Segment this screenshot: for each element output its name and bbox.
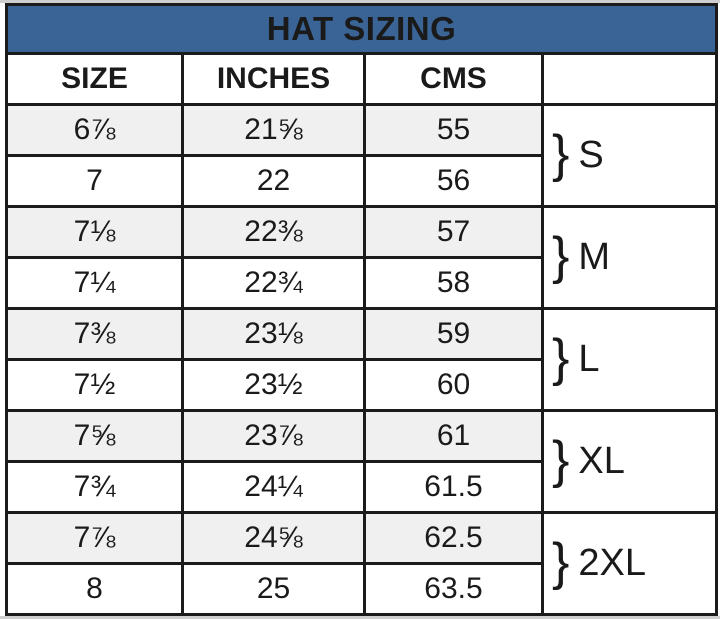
- size-group: } XL: [552, 430, 625, 489]
- cell-cms: 59: [363, 307, 544, 361]
- size-group-cell-2xl: } 2XL: [540, 511, 719, 616]
- cell-inches: 22¾: [181, 256, 366, 310]
- size-group: } 2XL: [552, 532, 646, 591]
- cell-cms: 56: [363, 154, 544, 208]
- size-group-cell-xl: } XL: [540, 409, 719, 514]
- size-group-cell-l: } L: [540, 307, 719, 412]
- cell-inches: 24¼: [181, 460, 366, 514]
- cell-inches: 23⅛: [181, 307, 366, 361]
- size-group: } M: [552, 226, 611, 285]
- size-group-label: XL: [578, 440, 625, 482]
- cell-inches: 23⅞: [181, 409, 366, 463]
- table-row: 7¼ 22¾ 58: [5, 256, 717, 310]
- top-edge: [0, 0, 720, 3]
- cell-inches: 25: [181, 562, 366, 616]
- cell-inches: 23½: [181, 358, 366, 412]
- size-group: } L: [552, 328, 600, 387]
- column-header-inches: INCHES: [181, 52, 366, 106]
- cell-size: 7⅛: [5, 205, 184, 259]
- size-group-cell-m: } M: [540, 205, 719, 310]
- cell-size: 7: [5, 154, 184, 208]
- cell-cms: 55: [363, 103, 544, 157]
- table-row: 7½ 23½ 60: [5, 358, 717, 412]
- cell-cms: 61.5: [363, 460, 544, 514]
- table-frame: HAT SIZING SIZE INCHES CMS 6⅞ 21⅝ 55 } S…: [0, 3, 720, 616]
- page-title: HAT SIZING: [4, 3, 719, 55]
- table-row: 7⅜ 23⅛ 59 } L: [5, 307, 719, 412]
- size-group-label: 2XL: [578, 542, 646, 584]
- cell-size: 7¾: [5, 460, 184, 514]
- cell-size: 7⅞: [5, 511, 184, 565]
- hat-sizing-table: HAT SIZING SIZE INCHES CMS 6⅞ 21⅝ 55 } S…: [4, 3, 719, 616]
- cell-inches: 24⅝: [181, 511, 366, 565]
- cell-size: 7⅝: [5, 409, 184, 463]
- cell-inches: 22⅜: [181, 205, 366, 259]
- column-header-cms: CMS: [363, 52, 544, 106]
- table-row: 7⅞ 24⅝ 62.5 } 2XL: [5, 511, 719, 616]
- size-group-label: S: [578, 134, 604, 176]
- size-group-label: M: [578, 236, 611, 278]
- column-header-size: SIZE: [5, 52, 184, 106]
- table-row: 6⅞ 21⅝ 55 } S: [5, 103, 719, 208]
- table-row: 7 22 56: [5, 154, 717, 208]
- size-group: } S: [552, 124, 604, 183]
- size-group-label: L: [578, 338, 600, 380]
- cell-size: 6⅞: [5, 103, 184, 157]
- size-group-cell-s: } S: [540, 103, 719, 208]
- table-row: 7¾ 24¼ 61.5: [5, 460, 717, 514]
- cell-cms: 62.5: [363, 511, 544, 565]
- cell-inches: 21⅝: [181, 103, 366, 157]
- cell-size: 8: [5, 562, 184, 616]
- cell-size: 7⅜: [5, 307, 184, 361]
- column-header-group: [540, 52, 719, 106]
- cell-size: 7½: [5, 358, 184, 412]
- cell-cms: 63.5: [363, 562, 544, 616]
- cell-cms: 57: [363, 205, 544, 259]
- table-row: 8 25 63.5: [5, 562, 717, 616]
- cell-cms: 61: [363, 409, 544, 463]
- cell-cms: 58: [363, 256, 544, 310]
- cell-size: 7¼: [5, 256, 184, 310]
- table-row: 7⅝ 23⅞ 61 } XL: [5, 409, 719, 514]
- cell-inches: 22: [181, 154, 366, 208]
- cell-cms: 60: [363, 358, 544, 412]
- title-row: HAT SIZING: [4, 3, 719, 55]
- table-row: 7⅛ 22⅜ 57 } M: [5, 205, 719, 310]
- header-row: SIZE INCHES CMS: [5, 52, 719, 106]
